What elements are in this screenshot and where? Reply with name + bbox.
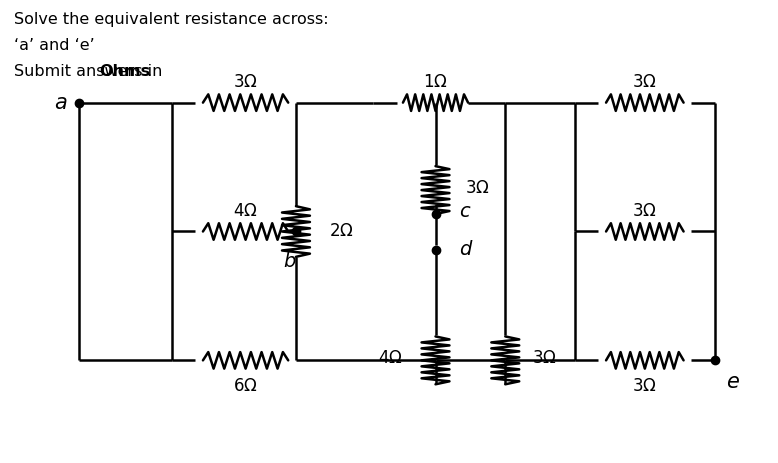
Text: Solve the equivalent resistance across:: Solve the equivalent resistance across: <box>14 12 328 26</box>
Text: $c$: $c$ <box>459 202 471 221</box>
Text: 3$\Omega$: 3$\Omega$ <box>465 179 489 197</box>
Text: Submit answers in: Submit answers in <box>14 64 167 79</box>
Text: 6$\Omega$: 6$\Omega$ <box>233 377 258 394</box>
Text: $e$: $e$ <box>726 372 740 392</box>
Text: 3$\Omega$: 3$\Omega$ <box>532 349 557 367</box>
Text: 3$\Omega$: 3$\Omega$ <box>633 73 657 91</box>
Text: $b$: $b$ <box>283 252 296 271</box>
Text: 2$\Omega$: 2$\Omega$ <box>328 223 353 240</box>
Text: $d$: $d$ <box>459 240 473 259</box>
Text: $a$: $a$ <box>54 93 67 113</box>
Text: 4$\Omega$: 4$\Omega$ <box>378 349 403 367</box>
Text: .: . <box>146 64 152 79</box>
Text: 3$\Omega$: 3$\Omega$ <box>633 202 657 220</box>
Text: Ohms: Ohms <box>99 64 150 79</box>
Text: 3$\Omega$: 3$\Omega$ <box>233 73 258 91</box>
Text: 1$\Omega$: 1$\Omega$ <box>423 73 448 91</box>
Text: 4$\Omega$: 4$\Omega$ <box>233 202 258 220</box>
Text: ‘a’ and ‘e’: ‘a’ and ‘e’ <box>14 38 95 53</box>
Text: 3$\Omega$: 3$\Omega$ <box>633 377 657 394</box>
